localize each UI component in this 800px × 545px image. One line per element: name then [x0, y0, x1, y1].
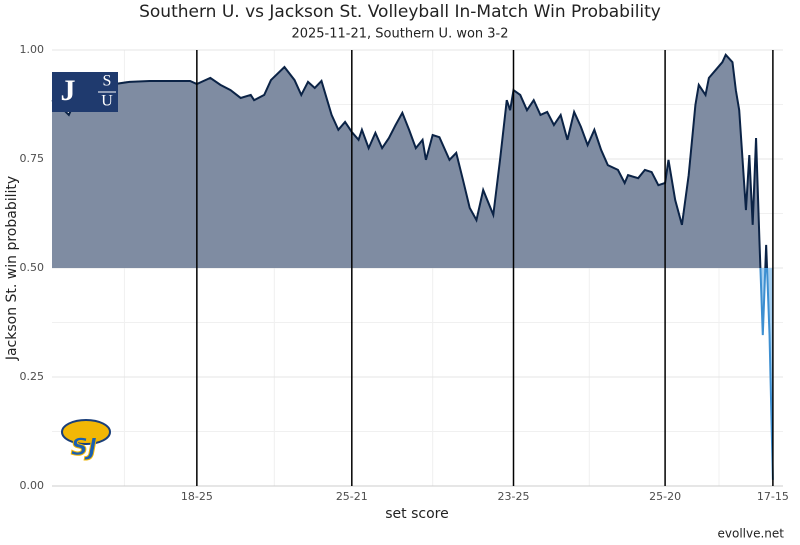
logo-letters: SJ — [71, 433, 97, 461]
logo-letter: S — [103, 73, 112, 90]
caption: evollve.net — [718, 527, 785, 541]
logo-southern: SJ — [61, 419, 111, 462]
x-axis-label: set score — [385, 506, 448, 522]
logo-jsu: J S U — [52, 72, 118, 112]
logo-shape — [61, 419, 111, 445]
y-tick-label: 0.00 — [20, 479, 45, 492]
y-tick-label: 0.50 — [20, 261, 45, 274]
area-above — [52, 54, 773, 268]
x-tick-label: 25-20 — [649, 490, 681, 503]
x-tick-label: 23-25 — [498, 490, 530, 503]
logo-letter: U — [101, 93, 113, 110]
line — [51, 53, 769, 268]
x-tick-label: 18-25 — [181, 490, 213, 503]
y-axis-label: Jackson St. win probability — [4, 176, 20, 361]
y-tick-label: 0.75 — [20, 152, 45, 165]
y-tick-label: 1.00 — [20, 43, 45, 56]
y-tick-label: 0.25 — [20, 370, 45, 383]
x-tick-label: 25-21 — [336, 490, 368, 503]
logo-letter: J — [61, 74, 76, 107]
chart-subtitle: 2025-11-21, Southern U. won 3-2 — [291, 27, 508, 42]
chart-title: Southern U. vs Jackson St. Volleyball In… — [139, 2, 661, 22]
x-tick-label: 17-15 — [757, 490, 789, 503]
